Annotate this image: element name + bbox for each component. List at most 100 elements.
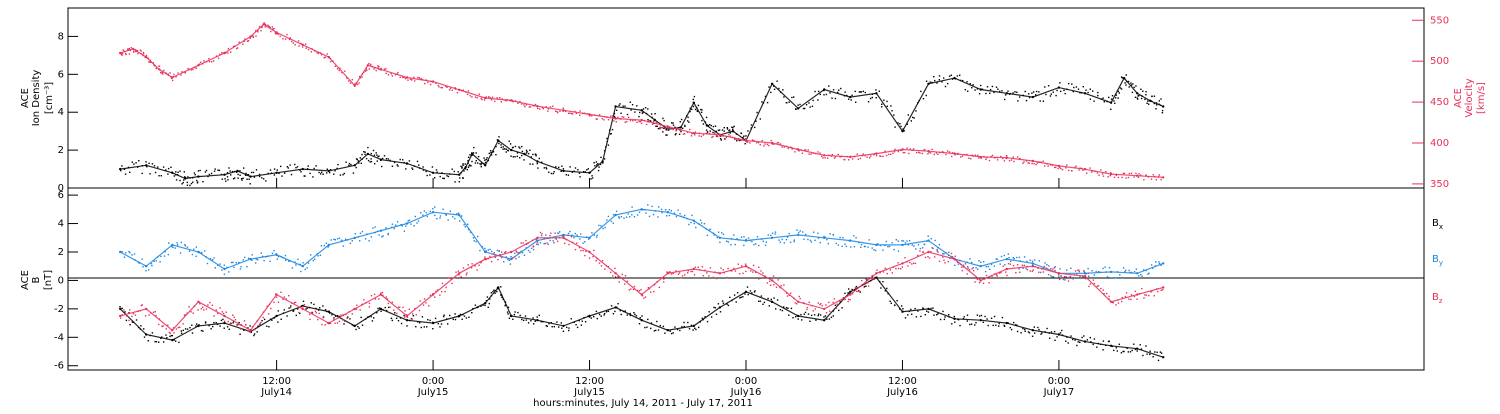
data-point: [459, 220, 461, 222]
data-point: [987, 265, 989, 268]
data-point: [777, 141, 780, 144]
data-point: [247, 330, 249, 332]
data-point: [361, 303, 364, 305]
data-point: [676, 127, 679, 130]
data-point: [545, 166, 547, 169]
data-point: [662, 325, 665, 328]
data-point: [169, 72, 171, 74]
data-point: [262, 255, 264, 258]
bottom-ytick-label-6: 6: [58, 190, 64, 201]
data-point: [246, 266, 248, 268]
data-point: [884, 244, 886, 246]
data-point: [173, 175, 175, 177]
data-point: [286, 315, 288, 317]
data-point: [443, 314, 445, 316]
data-point: [486, 296, 489, 298]
data-point: [135, 319, 138, 321]
data-point: [459, 177, 461, 179]
data-point: [729, 269, 732, 272]
data-point: [512, 156, 514, 158]
data-marker: [223, 314, 226, 318]
data-point: [227, 52, 229, 54]
data-point: [558, 326, 560, 328]
data-point: [855, 285, 858, 288]
data-point: [519, 100, 521, 103]
data-point: [985, 92, 987, 95]
data-point: [733, 234, 735, 236]
data-point: [391, 319, 393, 322]
data-point: [267, 313, 270, 315]
data-point: [199, 303, 201, 305]
data-point: [1082, 169, 1084, 171]
data-point: [952, 257, 955, 259]
data-point: [750, 124, 753, 126]
data-point: [1067, 342, 1069, 344]
data-point: [703, 223, 706, 225]
data-point: [790, 307, 793, 310]
data-point: [340, 239, 343, 241]
data-point: [511, 257, 514, 259]
data-marker: [132, 47, 135, 51]
data-point: [236, 324, 238, 326]
data-point: [120, 53, 122, 55]
data-point: [368, 302, 371, 305]
data-point: [291, 267, 294, 269]
data-marker: [223, 51, 226, 55]
data-point: [941, 253, 944, 255]
data-point: [646, 326, 648, 328]
xtick-time-0: 12:00: [262, 376, 291, 387]
data-point: [477, 235, 479, 238]
data-point: [411, 318, 413, 320]
data-point: [568, 243, 570, 246]
data-point: [1136, 298, 1138, 300]
data-marker: [510, 148, 513, 152]
data-point: [167, 167, 170, 170]
data-point: [963, 154, 966, 156]
data-point: [396, 221, 399, 223]
data-point: [456, 91, 459, 94]
data-point: [180, 74, 182, 76]
data-point: [175, 179, 178, 181]
data-point: [1131, 349, 1133, 352]
data-point: [964, 263, 967, 265]
data-point: [1124, 295, 1127, 298]
data-point: [604, 268, 606, 270]
data-point: [566, 238, 568, 241]
data-marker: [471, 152, 474, 156]
data-point: [467, 90, 470, 92]
data-point: [1161, 112, 1164, 114]
data-marker: [171, 243, 174, 247]
data-point: [916, 151, 918, 154]
data-point: [764, 143, 766, 145]
data-point: [996, 275, 998, 277]
data-point: [1035, 90, 1038, 93]
data-point: [1093, 274, 1096, 276]
data-point: [339, 67, 341, 69]
data-marker: [744, 239, 748, 242]
data-point: [316, 51, 318, 54]
data-point: [832, 233, 835, 236]
data-point: [365, 302, 367, 304]
data-point: [938, 79, 940, 81]
data-point: [770, 91, 772, 94]
data-point: [123, 168, 126, 170]
data-point: [1042, 160, 1044, 162]
data-point: [355, 158, 358, 160]
data-point: [842, 237, 844, 239]
data-point: [394, 312, 396, 314]
data-point: [550, 172, 553, 175]
data-point: [458, 274, 460, 276]
data-point: [501, 251, 503, 253]
data-point: [580, 233, 582, 235]
data-point: [1089, 336, 1091, 339]
data-point: [1111, 95, 1114, 97]
data-point: [1127, 80, 1130, 83]
data-point: [336, 167, 338, 170]
data-point: [201, 252, 203, 254]
data-point: [659, 277, 661, 279]
data-marker: [145, 333, 148, 336]
data-point: [803, 313, 805, 315]
data-point: [783, 242, 786, 244]
data-point: [329, 322, 332, 324]
data-point: [220, 173, 223, 176]
